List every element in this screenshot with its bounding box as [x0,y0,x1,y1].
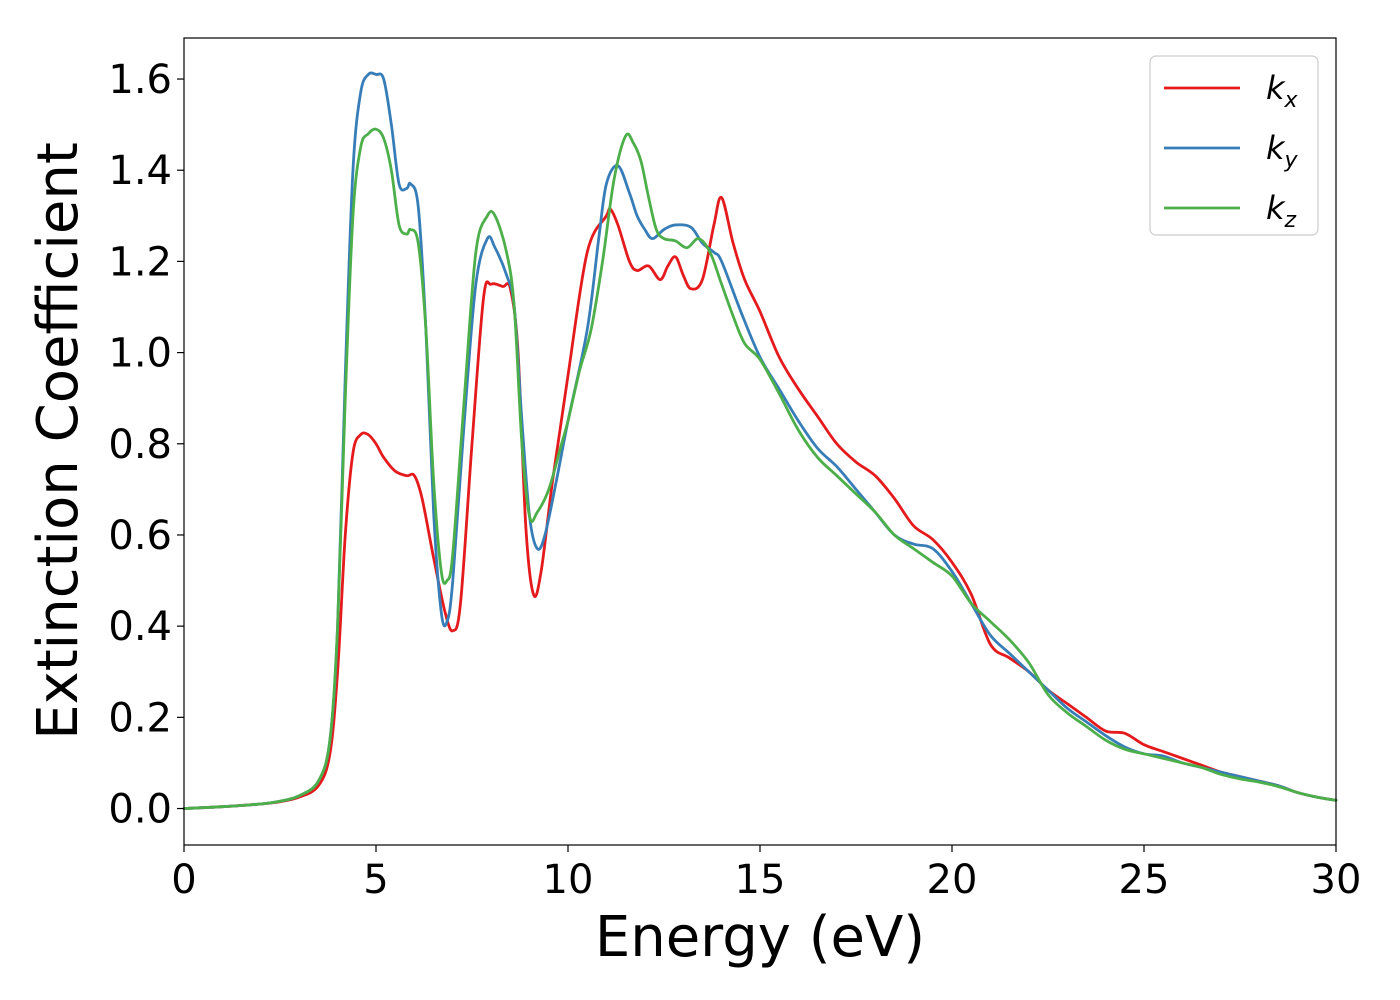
y-tick-label: 0.0 [108,787,172,833]
series-line-z [182,127,1338,810]
series-layer [182,71,1338,810]
legend-label-z: kz [1266,189,1297,233]
y-tick-label: 0.4 [108,604,172,650]
x-tick-label: 5 [363,857,388,903]
x-tick-label: 25 [1119,857,1170,903]
x-tick-label: 0 [171,857,196,903]
x-tick-label: 15 [735,857,786,903]
legend-label-x: kx [1266,69,1299,113]
legend-label-subscript: x [1284,88,1299,113]
legend-box [1149,55,1319,236]
x-axis: 0 5 10 15 20 25 30 [171,845,1361,903]
legend-label-base: k [1266,69,1286,107]
legend-label-base: k [1266,129,1286,167]
x-tick-label: 10 [543,857,594,903]
y-tick-label: 1.4 [108,148,172,194]
y-axis: 0.0 0.2 0.4 0.6 0.8 1.0 1.2 1.4 1.6 [108,57,184,833]
y-tick-label: 0.8 [108,422,172,468]
y-tick-label: 1.6 [108,57,172,103]
y-tick-label: 1.2 [108,239,172,285]
legend-label-base: k [1266,189,1286,227]
x-axis-title: Energy (eV) [595,905,925,970]
legend-label-y: ky [1266,129,1299,173]
x-tick-label: 30 [1311,857,1362,903]
y-tick-label: 0.6 [108,513,172,559]
y-tick-label: 1.0 [108,331,172,377]
series-line-y [182,71,1338,810]
legend-label-subscript: z [1284,208,1297,233]
x-tick-label: 20 [927,857,978,903]
series-line-x [182,195,1338,810]
legend-label-subscript: y [1284,148,1299,173]
y-axis-title: Extinction Coefficient [26,142,91,740]
y-tick-label: 0.2 [108,695,172,741]
